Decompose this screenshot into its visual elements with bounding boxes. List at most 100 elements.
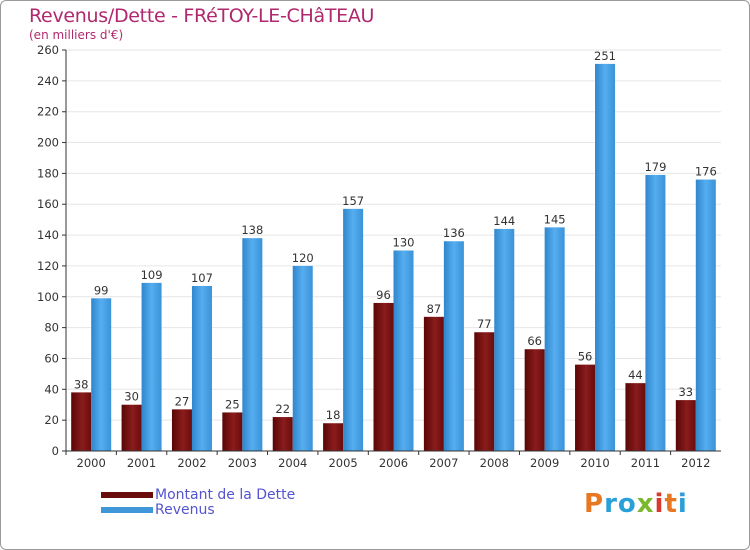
data-label-debt-2003: 25 xyxy=(225,397,240,411)
x-tick-label: 2007 xyxy=(429,456,458,470)
x-tick-label: 2005 xyxy=(328,456,357,470)
bar-revenue-2007 xyxy=(443,241,464,451)
data-label-revenue-2010: 251 xyxy=(594,49,616,63)
data-label-debt-2008: 77 xyxy=(477,317,492,331)
y-tick-label: 40 xyxy=(44,382,59,396)
chart-title: Revenus/Dette - FRéTOY-LE-CHâTEAU xyxy=(29,5,375,27)
data-label-debt-2007: 87 xyxy=(427,302,442,316)
y-tick-label: 80 xyxy=(44,321,59,335)
chart-subtitle: (en milliers d'€) xyxy=(29,28,124,42)
logo-letter: r xyxy=(604,489,618,519)
y-tick-label: 260 xyxy=(37,43,59,57)
bar-debt-2007 xyxy=(423,316,444,451)
data-label-revenue-2007: 136 xyxy=(443,226,465,240)
bar-revenue-2000 xyxy=(91,298,112,451)
logo-letter: t xyxy=(664,489,678,519)
x-tick-label: 2001 xyxy=(127,456,156,470)
data-label-revenue-2011: 179 xyxy=(644,160,666,174)
data-label-debt-2010: 56 xyxy=(578,350,593,364)
data-label-revenue-2009: 145 xyxy=(544,212,566,226)
logo-letter: i xyxy=(677,489,688,519)
data-label-revenue-2008: 144 xyxy=(493,214,515,228)
legend-item-revenue: Revenus xyxy=(101,502,215,518)
data-label-revenue-2012: 176 xyxy=(695,165,717,179)
data-label-debt-2001: 30 xyxy=(124,390,139,404)
y-tick-label: 140 xyxy=(37,228,59,242)
x-tick-label: 2003 xyxy=(228,456,257,470)
logo-letter: x xyxy=(636,489,655,519)
y-tick-label: 160 xyxy=(37,197,59,211)
logo-letter: o xyxy=(617,489,637,519)
logo-letter: i xyxy=(654,489,665,519)
x-tick-label: 2008 xyxy=(480,456,509,470)
x-tick-label: 2010 xyxy=(580,456,609,470)
bar-debt-2003 xyxy=(222,412,243,451)
legend-swatch-revenue xyxy=(101,507,153,513)
labels-layer: 38 99 30 109 27 107 25 138 22 120 18 157 96 130 87 136 7… xyxy=(74,49,717,422)
data-label-revenue-2000: 99 xyxy=(94,283,109,297)
x-tick-label: 2009 xyxy=(530,456,559,470)
data-label-revenue-2001: 109 xyxy=(141,268,163,282)
bar-revenue-2006 xyxy=(393,250,414,451)
x-tick-label: 2000 xyxy=(77,456,106,470)
y-tick-label: 240 xyxy=(37,74,59,88)
bar-revenue-2005 xyxy=(343,208,364,451)
legend-swatch-debt xyxy=(101,492,153,498)
x-tick-label: 2002 xyxy=(177,456,206,470)
bar-revenue-2003 xyxy=(242,238,263,451)
data-label-debt-2000: 38 xyxy=(74,377,89,391)
x-tick-label: 2011 xyxy=(631,456,660,470)
bar-revenue-2009 xyxy=(544,227,565,451)
bar-debt-2009 xyxy=(524,349,545,451)
bar-debt-2010 xyxy=(575,364,596,451)
axis-layer: 0 20 40 60 80 100 120 140 160 180 200 220 240 260 2000… xyxy=(37,43,721,470)
data-label-debt-2002: 27 xyxy=(175,394,190,408)
bar-debt-2004 xyxy=(272,417,293,451)
y-tick-label: 200 xyxy=(37,136,59,150)
bar-revenue-2002 xyxy=(191,285,212,451)
y-tick-label: 20 xyxy=(44,413,59,427)
y-tick-label: 0 xyxy=(52,444,59,458)
legend-label-debt: Montant de la Dette xyxy=(155,487,296,503)
bar-debt-2006 xyxy=(373,302,394,451)
data-label-debt-2005: 18 xyxy=(326,408,341,422)
bar-revenue-2004 xyxy=(292,265,313,451)
bar-debt-2000 xyxy=(71,392,92,451)
bar-debt-2011 xyxy=(625,383,646,451)
bar-debt-2012 xyxy=(675,400,696,451)
y-tick-label: 100 xyxy=(37,290,59,304)
bar-revenue-2008 xyxy=(494,228,515,451)
data-label-revenue-2006: 130 xyxy=(393,236,415,250)
legend-item-debt: Montant de la Dette xyxy=(101,487,295,503)
proxiti-logo: Proxiti xyxy=(584,489,688,519)
data-label-debt-2006: 96 xyxy=(376,288,391,302)
logo-letter: P xyxy=(584,489,605,519)
data-label-revenue-2005: 157 xyxy=(342,194,364,208)
bar-debt-2001 xyxy=(121,404,142,451)
data-label-revenue-2003: 138 xyxy=(241,223,263,237)
y-tick-label: 220 xyxy=(37,105,59,119)
data-label-revenue-2004: 120 xyxy=(292,251,314,265)
bar-revenue-2011 xyxy=(645,174,666,451)
bar-debt-2005 xyxy=(323,423,344,451)
bars-layer xyxy=(71,63,716,452)
x-tick-label: 2004 xyxy=(278,456,307,470)
y-tick-label: 60 xyxy=(44,351,59,365)
data-label-debt-2004: 22 xyxy=(275,402,290,416)
data-label-debt-2009: 66 xyxy=(527,334,542,348)
bar-revenue-2010 xyxy=(595,63,616,451)
x-tick-label: 2012 xyxy=(681,456,710,470)
data-label-debt-2011: 44 xyxy=(628,368,643,382)
legend-label-revenue: Revenus xyxy=(155,502,215,518)
data-label-revenue-2002: 107 xyxy=(191,271,213,285)
bar-debt-2002 xyxy=(171,409,192,451)
bar-revenue-2012 xyxy=(695,179,716,452)
x-tick-label: 2006 xyxy=(379,456,408,470)
data-label-debt-2012: 33 xyxy=(678,385,693,399)
y-tick-label: 120 xyxy=(37,259,59,273)
bar-debt-2008 xyxy=(474,332,495,451)
bar-revenue-2001 xyxy=(141,282,162,451)
y-tick-label: 180 xyxy=(37,166,59,180)
